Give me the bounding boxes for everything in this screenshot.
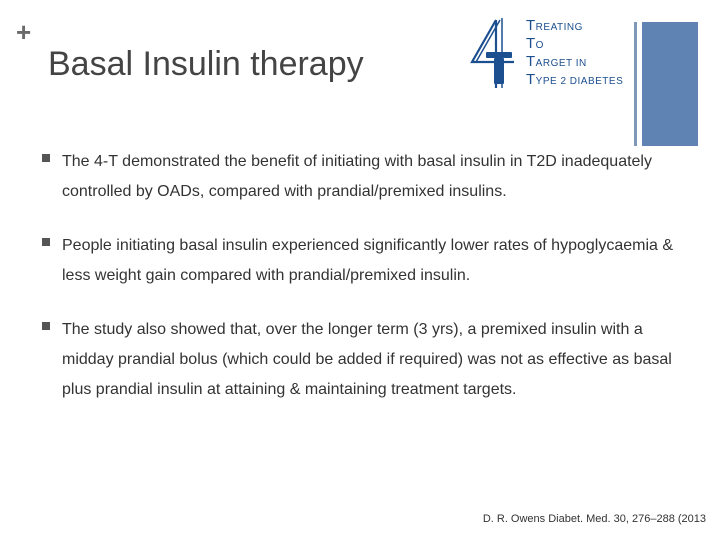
bullet-text: People initiating basal insulin experien…: [62, 237, 674, 284]
bullet-square-icon: [42, 154, 50, 162]
logo-line-3: TARGET IN: [526, 53, 587, 70]
logo-line-4: TYPE 2 DIABETES: [526, 71, 624, 88]
bullet-square-icon: [42, 322, 50, 330]
logo-line-1: TREATING: [526, 17, 583, 34]
logo-line-2: TO: [526, 35, 544, 52]
bullet-text: The 4-T demonstrated the benefit of init…: [62, 153, 652, 200]
four-t-logo: TREATING TO TARGET IN TYPE 2 DIABETES: [466, 16, 636, 96]
bullet-list: The 4-T demonstrated the benefit of init…: [42, 147, 682, 429]
list-item: People initiating basal insulin experien…: [42, 231, 682, 291]
bullet-square-icon: [42, 238, 50, 246]
accent-bar: [642, 22, 698, 146]
four-t-logo-icon: [470, 18, 514, 88]
slide-title: Basal Insulin therapy: [48, 45, 364, 83]
plus-icon: +: [16, 17, 32, 47]
logo-wordmark: TREATING TO TARGET IN TYPE 2 DIABETES: [526, 18, 623, 90]
list-item: The 4-T demonstrated the benefit of init…: [42, 147, 682, 207]
bullet-text: The study also showed that, over the lon…: [62, 321, 672, 398]
citation: D. R. Owens Diabet. Med. 30, 276–288 (20…: [482, 513, 706, 525]
accent-divider: [634, 22, 637, 146]
list-item: The study also showed that, over the lon…: [42, 315, 682, 405]
